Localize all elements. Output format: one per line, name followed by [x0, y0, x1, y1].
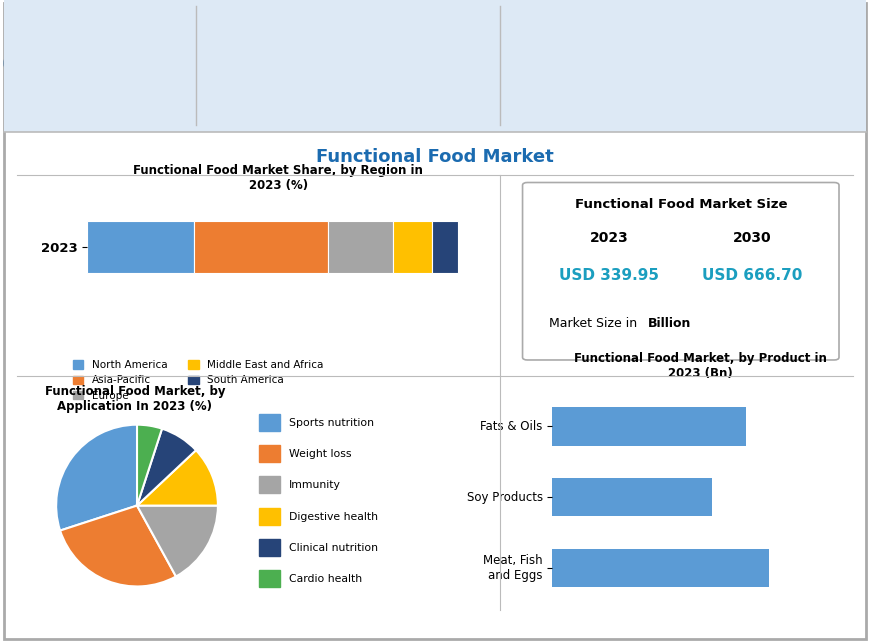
Polygon shape	[521, 18, 561, 111]
Text: Asia Pacific Market Accounted
largest share in the Functional
Food Market: Asia Pacific Market Accounted largest sh…	[297, 39, 476, 88]
Text: Immunity: Immunity	[289, 480, 341, 490]
Bar	[259, 445, 280, 462]
Text: Sports nutrition: Sports nutrition	[289, 418, 374, 428]
Bar	[431, 221, 458, 273]
Text: MMR: MMR	[135, 56, 196, 76]
Text: Functional Food Market Size: Functional Food Market Size	[574, 198, 786, 211]
Text: USD 339.95: USD 339.95	[559, 268, 658, 282]
Title: Functional Food Market, by Product in
2023 (Bn): Functional Food Market, by Product in 20…	[574, 352, 826, 380]
Wedge shape	[137, 450, 217, 506]
Circle shape	[507, 15, 575, 117]
Circle shape	[203, 15, 271, 117]
Text: 2023: 2023	[589, 231, 627, 245]
Wedge shape	[60, 506, 176, 586]
Circle shape	[16, 31, 108, 95]
Text: Digestive health: Digestive health	[289, 512, 377, 522]
Text: Weight loss: Weight loss	[289, 449, 351, 459]
Text: Market Size in: Market Size in	[549, 317, 641, 330]
Text: Functional Food Market, by
Application In 2023 (%): Functional Food Market, by Application I…	[44, 385, 225, 413]
Title: Functional Food Market Share, by Region in
2023 (%): Functional Food Market Share, by Region …	[133, 164, 423, 192]
Bar	[552, 478, 711, 516]
Wedge shape	[56, 425, 137, 530]
Text: Clinical nutrition: Clinical nutrition	[289, 543, 377, 553]
Bar	[393, 221, 431, 273]
Bar	[328, 221, 393, 273]
Bar	[194, 221, 328, 273]
Bar	[87, 221, 194, 273]
Bar	[259, 570, 280, 587]
Polygon shape	[220, 21, 255, 104]
Bar	[259, 413, 280, 431]
Bar	[259, 539, 280, 556]
Text: Cardio health: Cardio health	[289, 575, 362, 584]
Text: Functional Food Market: Functional Food Market	[315, 148, 554, 166]
Text: USD 666.70: USD 666.70	[701, 268, 802, 282]
Wedge shape	[137, 505, 217, 577]
Bar	[552, 407, 745, 446]
Text: 2030: 2030	[733, 231, 771, 245]
Text: Functional Food Market to
grow at a CAGR of 10.1%
during 2024-2030: Functional Food Market to grow at a CAGR…	[652, 65, 795, 103]
FancyBboxPatch shape	[522, 182, 838, 360]
Bar	[259, 476, 280, 494]
Wedge shape	[137, 429, 196, 506]
Text: 10.1% CAGR: 10.1% CAGR	[675, 35, 772, 49]
Bar	[259, 508, 280, 525]
Legend: North America, Asia-Pacific, Europe, Middle East and Africa, South America: North America, Asia-Pacific, Europe, Mid…	[73, 360, 323, 401]
Text: Billion: Billion	[647, 317, 691, 330]
Bar	[552, 549, 767, 587]
Circle shape	[4, 24, 119, 103]
Wedge shape	[137, 425, 162, 506]
